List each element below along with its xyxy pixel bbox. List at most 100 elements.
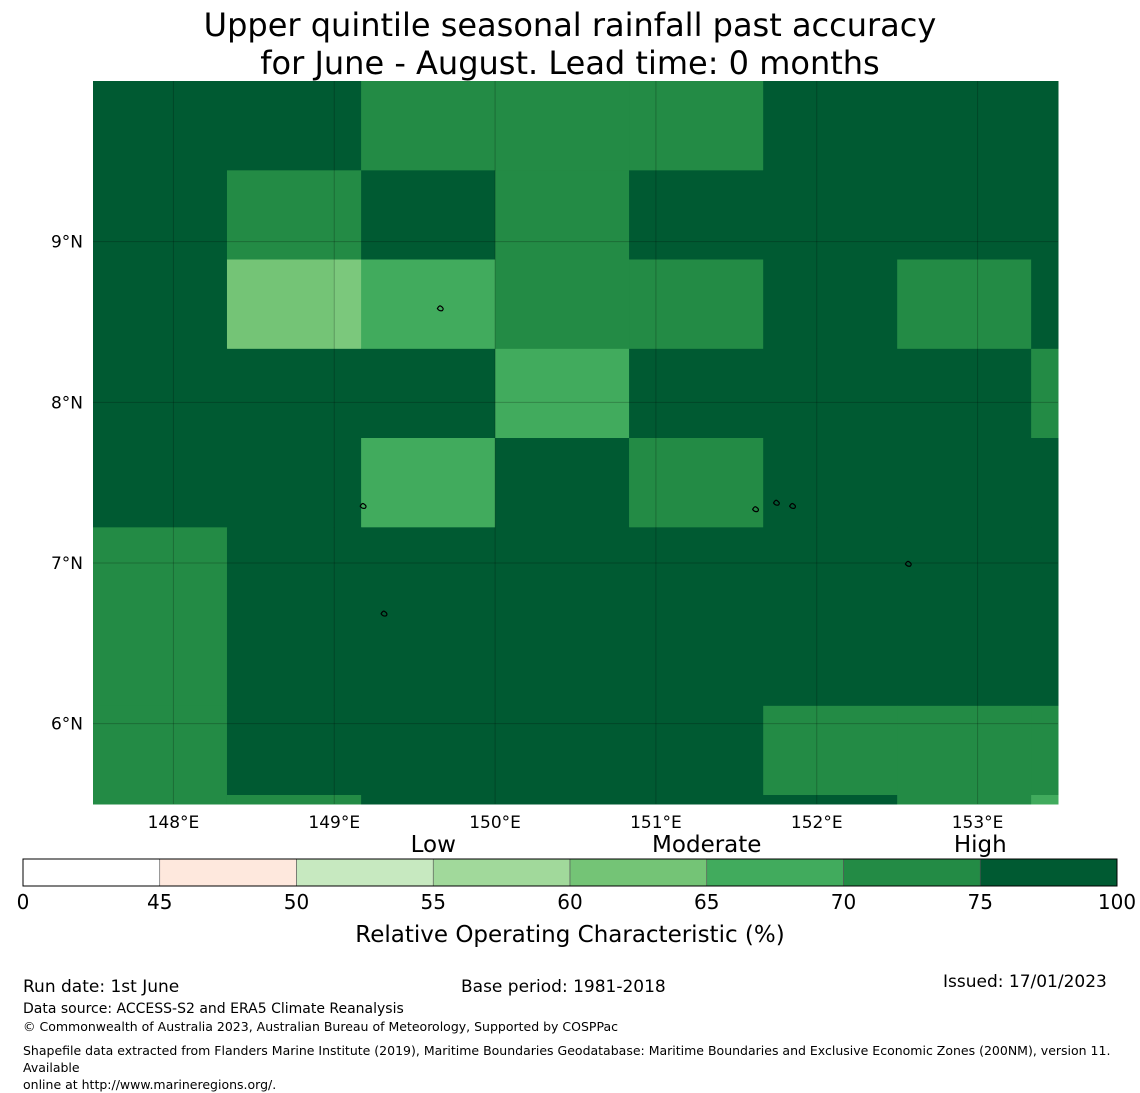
map-cell bbox=[226, 795, 362, 805]
colorbar-segment bbox=[432, 858, 571, 887]
map-cell bbox=[495, 795, 630, 805]
title-line-2: for June - August. Lead time: 0 months bbox=[260, 44, 880, 82]
island-outline bbox=[772, 499, 780, 506]
colorbar-frame bbox=[22, 858, 1118, 887]
map-cell bbox=[93, 81, 228, 171]
island-outline bbox=[751, 506, 760, 513]
y-axis-ticks: 6°N 7°N 8°N 9°N bbox=[51, 233, 83, 735]
map-cell bbox=[1031, 81, 1059, 171]
map-cell bbox=[763, 795, 898, 805]
map-cell bbox=[361, 348, 496, 439]
colorbar-tick-label: 50 bbox=[284, 890, 309, 914]
colorbar-category-label: Moderate bbox=[652, 832, 761, 858]
colorbar-category-label: High bbox=[954, 832, 1007, 858]
map-cell bbox=[897, 616, 1032, 707]
map-cell bbox=[361, 438, 496, 528]
shapefile-credit-line-2: online at http://www.marineregions.org/. bbox=[23, 1077, 277, 1092]
map-cell bbox=[763, 438, 898, 528]
map-cell bbox=[897, 259, 1032, 350]
map-cell bbox=[1031, 616, 1059, 707]
y-tick-label: 8°N bbox=[51, 393, 83, 413]
map-cell bbox=[495, 438, 630, 528]
map-cell bbox=[1031, 438, 1059, 528]
map-cell bbox=[226, 170, 362, 261]
map-cell bbox=[226, 81, 362, 171]
map-cell bbox=[1031, 527, 1059, 618]
shapefile-credit: Shapefile data extracted from Flanders M… bbox=[23, 1042, 1138, 1093]
map-cell bbox=[226, 348, 362, 439]
run-date: Run date: 1st June bbox=[23, 977, 180, 997]
map-coastlines bbox=[359, 305, 912, 617]
colorbar-segment bbox=[569, 858, 708, 887]
colorbar-segment bbox=[843, 858, 981, 887]
x-axis-ticks: 148°E 149°E 150°E 151°E 152°E 153°E bbox=[148, 813, 1004, 833]
island-outline bbox=[359, 502, 367, 510]
map-title: Upper quintile seasonal rainfall past ac… bbox=[0, 6, 1140, 82]
island-outline bbox=[380, 610, 388, 617]
map-cell bbox=[1031, 170, 1059, 261]
map-cell bbox=[897, 438, 1032, 528]
colorbar-tick-label: 75 bbox=[968, 890, 993, 914]
data-source: Data source: ACCESS-S2 and ERA5 Climate … bbox=[23, 1001, 404, 1017]
map-cell bbox=[1031, 705, 1059, 796]
map-cell bbox=[93, 170, 228, 261]
title-line-1: Upper quintile seasonal rainfall past ac… bbox=[203, 6, 937, 44]
colorbar-segment bbox=[159, 858, 297, 887]
map-cell bbox=[93, 705, 228, 796]
x-tick-label: 152°E bbox=[791, 813, 843, 833]
map-cell bbox=[361, 259, 496, 350]
issued-date: Issued: 17/01/2023 bbox=[943, 972, 1107, 992]
colorbar-tick-labels: 0 45 50 55 60 65 70 75 100 bbox=[17, 890, 1136, 914]
map-cell bbox=[629, 81, 764, 171]
map-cell bbox=[763, 259, 898, 350]
map-cell bbox=[226, 438, 362, 528]
map-figure: 148°E 149°E 150°E 151°E 152°E 153°E 6°N 7°N 8°N… bbox=[17, 81, 1136, 948]
island-outline bbox=[436, 305, 444, 312]
map-cell bbox=[763, 616, 898, 707]
colorbar-label: Relative Operating Characteristic (%) bbox=[355, 922, 784, 948]
colorbar-tick-label: 45 bbox=[147, 890, 172, 914]
map-cell bbox=[361, 795, 496, 805]
map-cell bbox=[495, 259, 630, 350]
map-cell bbox=[361, 616, 496, 707]
map-cell bbox=[629, 705, 764, 796]
map-cell bbox=[495, 81, 630, 171]
colorbar-tick-label: 0 bbox=[17, 890, 30, 914]
colorbar-category-labels: Low Moderate High bbox=[411, 832, 1007, 858]
y-tick-label: 7°N bbox=[51, 554, 83, 574]
map-cell bbox=[495, 348, 630, 439]
copyright-notice: © Commonwealth of Australia 2023, Austra… bbox=[23, 1019, 618, 1034]
map-cell bbox=[629, 259, 764, 350]
map-cell bbox=[897, 348, 1032, 439]
shapefile-credit-line-1: Shapefile data extracted from Flanders M… bbox=[23, 1043, 1111, 1075]
colorbar-segment bbox=[296, 858, 434, 887]
base-period: Base period: 1981-2018 bbox=[461, 977, 666, 997]
colorbar-segment bbox=[979, 858, 1118, 887]
map-cell bbox=[763, 527, 898, 618]
map-cell bbox=[629, 348, 764, 439]
x-tick-label: 148°E bbox=[148, 813, 200, 833]
map-cell bbox=[763, 348, 898, 439]
map-cell bbox=[1031, 348, 1059, 439]
colorbar bbox=[22, 858, 1118, 887]
x-tick-label: 153°E bbox=[952, 813, 1004, 833]
map-cell bbox=[226, 259, 335, 350]
map-cell bbox=[93, 616, 228, 707]
island-outline bbox=[904, 560, 912, 567]
map-cell bbox=[93, 259, 228, 350]
map-cell bbox=[629, 616, 764, 707]
map-cell bbox=[361, 170, 496, 261]
map-cell bbox=[93, 795, 228, 805]
map-cell bbox=[629, 795, 764, 805]
map-gridlines bbox=[93, 81, 1058, 804]
map-cell bbox=[897, 170, 1032, 261]
map-cell bbox=[629, 527, 764, 618]
map-cell bbox=[334, 259, 362, 350]
map-cell bbox=[897, 81, 1032, 171]
map-cell bbox=[93, 527, 228, 618]
map-cell bbox=[226, 705, 362, 796]
map-cell bbox=[226, 527, 362, 618]
map-cell bbox=[897, 527, 1032, 618]
map-cell bbox=[629, 170, 764, 261]
map-cell bbox=[495, 616, 630, 707]
